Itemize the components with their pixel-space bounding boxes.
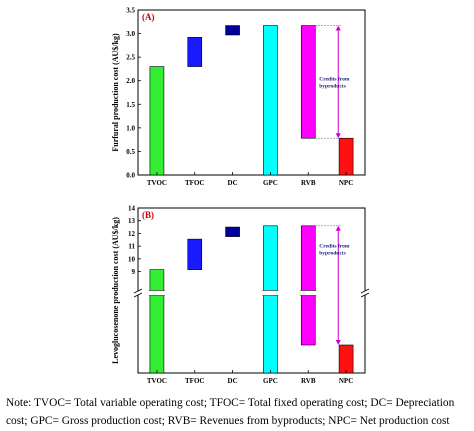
- bar-b-rvb: [300, 225, 316, 346]
- bar-a-tfoc: [187, 37, 203, 67]
- y-tick-label-b: 11: [128, 243, 135, 251]
- bar-a-dc: [225, 25, 240, 36]
- bar-a-gpc: [263, 25, 278, 176]
- arrow-head-bottom-a: [335, 133, 341, 139]
- x-tick-label-a: TVOC: [147, 179, 167, 187]
- y-tick-label-a: 0.0: [126, 172, 135, 180]
- bar-a-rvb: [300, 25, 316, 139]
- axis-break-mark-b: [360, 292, 370, 298]
- x-tick-label-b: TFOC: [185, 377, 204, 385]
- annotation-a-line2: byproducts: [319, 84, 346, 90]
- arrow-head-bottom-b: [335, 340, 341, 345]
- y-tick-label-b: 9: [132, 268, 136, 276]
- bar-b-tvoc: [149, 269, 165, 374]
- arrow-head-top-a: [335, 25, 341, 31]
- bar-b-tfoc: [187, 238, 203, 270]
- axis-break-mark-b: [133, 288, 143, 294]
- x-tick-label-b: DC: [228, 377, 238, 385]
- bar-b-dc: [225, 226, 240, 237]
- annotation-b-line2: byproducts: [319, 250, 346, 256]
- bar-break-gap-b: [148, 290, 165, 296]
- y-tick-label-a: 2.5: [126, 54, 135, 62]
- y-tick-label-b: 14: [128, 205, 136, 213]
- x-tick-label-a: RVB: [301, 179, 316, 187]
- bar-break-gap-b: [262, 290, 279, 296]
- panel-b: 9 10 11 12 13 14 TVOC TFOC DC GPC RVB NPC (B) Levoglu…: [111, 205, 370, 385]
- y-tick-label-a: 3.5: [126, 7, 135, 15]
- arrow-head-top-b: [335, 225, 341, 231]
- y-tick-label-a: 1.5: [126, 101, 135, 109]
- x-tick-label-b: RVB: [301, 377, 316, 385]
- bar-break-gap-b: [300, 290, 317, 296]
- bar-a-tvoc: [149, 66, 165, 176]
- bar-a-npc: [338, 137, 354, 176]
- y-tick-label-a: 1.0: [126, 124, 135, 132]
- y-tick-label-a: 2.0: [126, 77, 135, 85]
- axis-break-gap-b: [361, 290, 369, 296]
- y-tick-label-a: 0.5: [126, 148, 135, 156]
- x-tick-label-b: NPC: [339, 377, 353, 385]
- plot-frame-a: [137, 9, 366, 176]
- axis-break-mark-b: [360, 288, 370, 294]
- bar-b-npc: [338, 344, 354, 374]
- note-line-2: cost; GPC= Gross production cost; RVB= R…: [6, 415, 450, 427]
- annotation-a-line1: Credits from: [319, 77, 350, 83]
- y-tick-label-b: 12: [128, 230, 136, 238]
- y-tick-label-b: 13: [128, 217, 136, 225]
- x-tick-label-a: TFOC: [185, 179, 204, 187]
- panel-a: 0.0 0.5 1.0 1.5 2.0 2.5 3.0 3.5 TVOC TFOC DC GPC RVB…: [111, 7, 366, 187]
- axis-break-gap-b: [134, 290, 142, 296]
- x-tick-label-b: GPC: [263, 377, 278, 385]
- x-tick-label-a: DC: [228, 179, 238, 187]
- note-line-1: Note: TVOC= Total variable operating cos…: [6, 397, 455, 409]
- plot-frame-b: [137, 207, 366, 374]
- y-axis-label-a: Furfural production cost (AU$/kg): [111, 33, 120, 152]
- x-tick-label-a: NPC: [339, 179, 353, 187]
- annotation-b-line1: Credits from: [319, 243, 350, 249]
- panel-label-b: (B): [142, 210, 154, 220]
- figure-note: Note: TVOC= Total variable operating cos…: [6, 394, 468, 430]
- x-tick-label-a: GPC: [263, 179, 278, 187]
- axis-break-mark-b: [133, 292, 143, 298]
- y-tick-label-a: 3.0: [126, 30, 135, 38]
- y-axis-label-b: Levoglucosenone production cost (AU$/kg): [111, 217, 120, 364]
- y-tick-label-b: 10: [128, 255, 136, 263]
- x-tick-label-b: TVOC: [147, 377, 167, 385]
- bar-b-gpc: [263, 225, 278, 374]
- panel-label-a: (A): [142, 12, 155, 22]
